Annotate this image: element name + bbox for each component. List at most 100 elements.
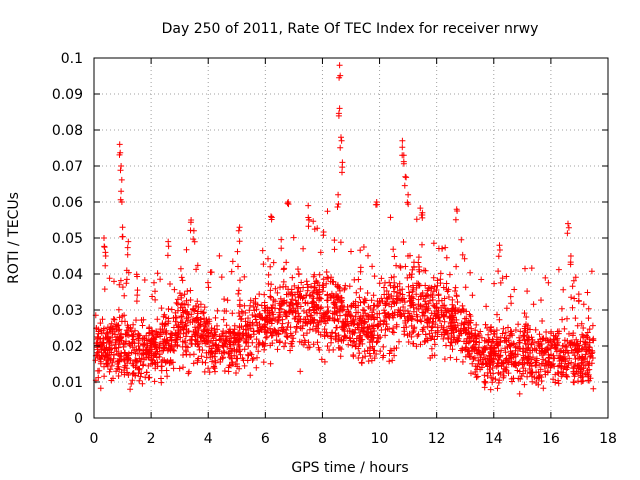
data-point	[289, 343, 296, 350]
data-point	[512, 360, 519, 367]
data-point	[337, 144, 344, 151]
data-point	[588, 268, 595, 275]
data-point	[266, 318, 273, 325]
data-point	[324, 274, 331, 281]
data-point	[419, 241, 425, 248]
data-point	[323, 329, 330, 336]
data-point	[520, 332, 527, 339]
data-point	[575, 365, 582, 372]
data-point	[204, 327, 211, 334]
data-point	[508, 352, 515, 359]
data-point	[195, 330, 201, 337]
data-point	[293, 325, 300, 332]
data-point	[110, 325, 117, 332]
data-point	[314, 339, 321, 346]
data-point	[255, 348, 262, 355]
data-point	[339, 169, 345, 176]
data-point	[443, 280, 450, 287]
data-point	[343, 311, 350, 318]
data-point	[267, 263, 274, 270]
data-point	[454, 336, 461, 342]
data-point	[96, 367, 103, 374]
data-point	[520, 370, 527, 377]
data-point	[118, 199, 125, 205]
data-point	[391, 253, 398, 260]
data-point	[571, 340, 578, 347]
data-point	[130, 370, 137, 377]
data-point	[521, 310, 528, 317]
data-point	[152, 296, 159, 303]
data-point	[390, 329, 397, 336]
data-point	[523, 314, 530, 320]
data-point	[187, 287, 194, 294]
data-point	[452, 306, 459, 313]
data-point	[319, 288, 326, 295]
data-point	[261, 307, 268, 314]
data-point	[487, 361, 494, 368]
data-point	[306, 326, 313, 333]
data-point	[337, 353, 344, 360]
y-axis-label: ROTI / TECUs	[6, 192, 22, 284]
data-point	[177, 304, 184, 311]
data-point	[356, 316, 363, 323]
data-point	[316, 291, 322, 298]
data-point	[316, 271, 323, 278]
data-point	[363, 331, 370, 338]
data-point	[473, 339, 480, 346]
data-point	[216, 252, 223, 259]
data-point	[556, 352, 563, 359]
data-point	[226, 349, 233, 355]
data-point	[309, 304, 316, 311]
data-point	[115, 306, 122, 313]
data-point	[336, 344, 343, 351]
data-point	[472, 371, 479, 378]
data-point	[179, 338, 186, 345]
data-point	[463, 308, 470, 315]
data-point	[230, 329, 237, 336]
data-point	[477, 366, 484, 373]
data-point	[145, 362, 152, 369]
data-point	[236, 238, 243, 245]
x-tick-label: 14	[485, 431, 503, 447]
data-point	[231, 334, 238, 341]
data-point	[202, 320, 209, 327]
data-point	[520, 365, 527, 372]
data-point	[484, 325, 490, 331]
data-point	[177, 319, 184, 326]
data-point	[236, 224, 243, 231]
data-point	[120, 344, 127, 350]
data-point	[194, 262, 201, 269]
data-point	[482, 321, 489, 328]
data-point	[548, 342, 555, 349]
data-point	[449, 296, 456, 303]
data-point	[546, 355, 553, 362]
data-point	[466, 330, 473, 337]
data-point	[132, 350, 139, 357]
data-point	[577, 372, 584, 379]
data-point	[547, 345, 554, 352]
data-point	[500, 325, 507, 332]
data-point	[111, 316, 118, 323]
data-point	[353, 289, 360, 296]
data-point	[275, 314, 282, 321]
data-point	[237, 351, 244, 358]
data-point	[267, 287, 274, 294]
data-point	[536, 343, 543, 350]
data-point	[482, 379, 489, 386]
data-point	[217, 337, 224, 344]
data-point	[340, 324, 347, 331]
data-point	[122, 341, 128, 348]
data-point	[124, 244, 131, 251]
data-point	[481, 344, 488, 351]
data-point	[489, 379, 496, 386]
data-point	[365, 252, 371, 259]
data-point	[417, 302, 424, 309]
data-point	[311, 284, 318, 291]
data-point	[152, 341, 159, 348]
data-point	[253, 364, 260, 371]
data-point	[119, 233, 126, 240]
data-point	[415, 296, 422, 303]
data-point	[391, 352, 398, 359]
data-point	[179, 314, 185, 320]
data-point	[502, 349, 509, 356]
